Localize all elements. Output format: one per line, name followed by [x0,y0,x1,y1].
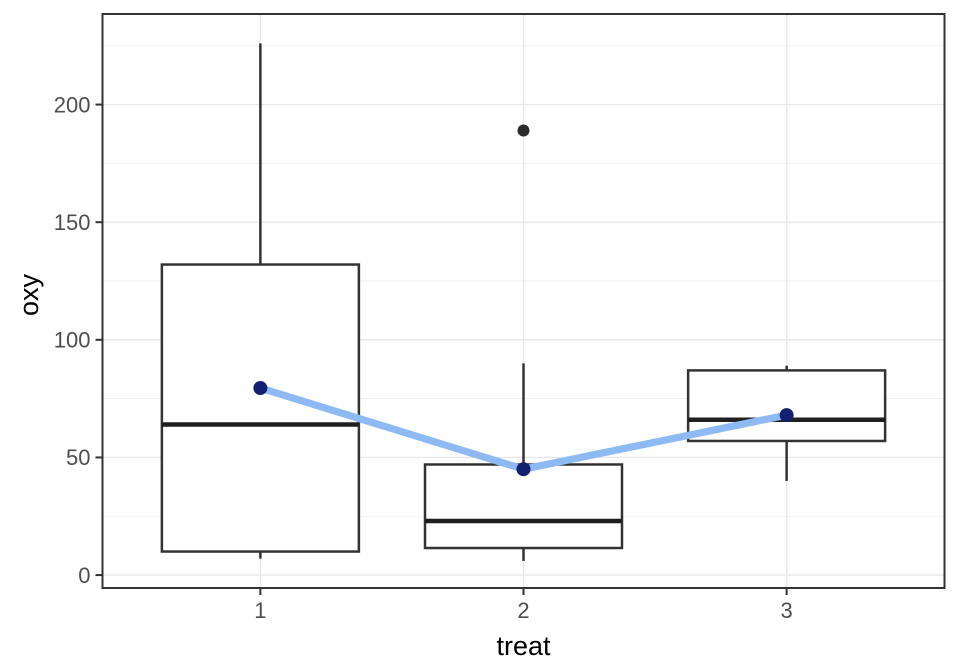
y-tick-label: 0 [78,563,90,588]
y-tick-label: 50 [66,445,90,470]
y-tick-label: 100 [54,328,91,353]
y-tick-label: 150 [54,210,91,235]
x-axis-title: treat [496,631,551,661]
panel-border [101,13,946,589]
mean-point [253,381,268,396]
x-tick-label: 2 [517,598,529,623]
outlier-point [517,124,530,137]
y-tick-label: 200 [54,92,91,117]
axis-ticks-layer: 0 50 100 150 200 1 2 3 [54,92,793,623]
mean-point [779,408,794,423]
mean-point [516,462,531,477]
x-tick-label: 3 [781,598,793,623]
mean-line-layer [253,381,794,477]
y-axis-title: oxy [14,273,44,316]
box-iqr [423,463,624,550]
x-tick-label: 1 [254,598,266,623]
